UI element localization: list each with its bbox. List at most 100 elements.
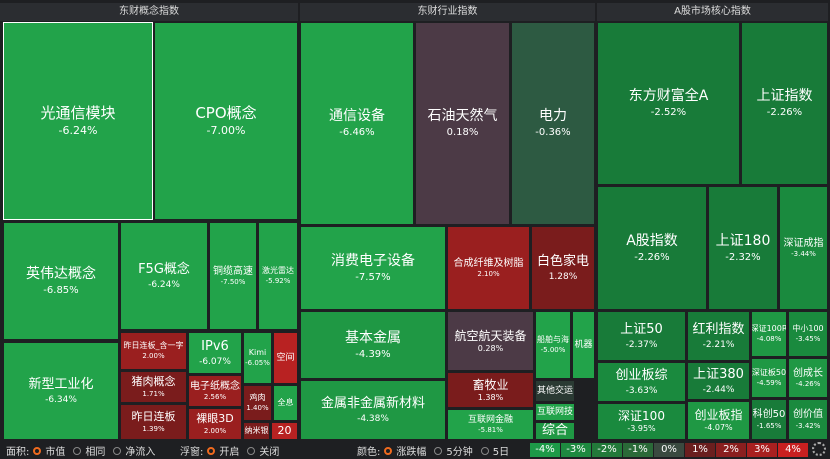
tile[interactable]: 鸡肉 1.40% [243, 385, 272, 421]
tile[interactable]: 深证成指 -3.44% [779, 186, 828, 310]
tile[interactable]: 创业板综 -3.63% [597, 362, 686, 402]
tile[interactable]: 上证50 -2.37% [597, 311, 686, 361]
tile[interactable]: A股指数 -2.26% [597, 186, 707, 310]
tile-change: 1.40% [246, 403, 269, 412]
tile-name: 铜缆高速 [213, 265, 253, 277]
tile[interactable]: 科创50 -1.65% [751, 399, 787, 440]
radio-label[interactable]: 市值 [45, 447, 66, 458]
tile-change: -6.05% [245, 358, 270, 367]
tile[interactable]: IPv6 -6.07% [188, 332, 242, 374]
tile-name: Kimi [248, 347, 267, 357]
radio[interactable] [247, 446, 256, 455]
tile[interactable]: 通信设备 -6.46% [300, 22, 414, 225]
tile[interactable]: 新型工业化 -6.34% [3, 342, 119, 440]
radio-label[interactable]: 5日 [492, 447, 510, 458]
radio[interactable] [434, 446, 443, 455]
tile[interactable]: 电力 -0.36% [511, 22, 595, 225]
tile[interactable]: 深证板50 -4.59% [751, 358, 787, 398]
tile[interactable]: 创价值 -3.42% [788, 399, 828, 440]
tile-name: 其他交运 [536, 385, 573, 396]
tile[interactable]: 昨日连板_含一字 2.00% [120, 332, 187, 370]
tile-name: 昨日连板_含一字 [123, 340, 184, 350]
tile[interactable]: 裸眼3D 2.00% [188, 408, 242, 440]
tile[interactable]: 白色家电 1.28% [531, 226, 595, 310]
tile-name: 中小100 [792, 323, 824, 333]
radio-label[interactable]: 净流入 [125, 447, 156, 458]
tile[interactable]: 创成长 -4.26% [788, 358, 828, 398]
tile[interactable]: 纳米银 [243, 422, 270, 440]
color-scale-step: 2% [716, 443, 746, 457]
radio-label[interactable]: 5分钟 [446, 447, 473, 458]
tile[interactable]: 金属非金属新材料 -4.38% [300, 380, 446, 440]
tile-change: 2.56% [203, 393, 227, 402]
tile[interactable]: 机器 [572, 311, 595, 379]
tile-change: -7.50% [220, 278, 246, 287]
tile[interactable]: 船舶与海 -5.00% [535, 311, 571, 379]
radio-label[interactable]: 关闭 [259, 447, 280, 458]
tile[interactable]: 畜牧业 1.38% [447, 372, 534, 408]
tile[interactable]: 创业板指 -4.07% [687, 401, 750, 440]
radio-label[interactable]: 开启 [219, 447, 240, 458]
tile[interactable]: 猪肉概念 1.71% [120, 371, 187, 403]
tile[interactable]: 石油天然气 0.18% [415, 22, 510, 225]
tile[interactable]: 东方财富全A -2.52% [597, 22, 740, 185]
tile[interactable]: 激光雷达 -5.92% [258, 222, 298, 330]
tile[interactable]: 深证100 -3.95% [597, 403, 686, 440]
color-scale-step: -3% [561, 443, 591, 457]
tile-change: 2.00% [203, 426, 227, 435]
control-group: 面积: 市值 相同 净流入 [6, 443, 159, 458]
tile[interactable]: 航空航天装备 0.28% [447, 311, 534, 371]
tile-name: 科创50 [752, 409, 786, 421]
radio[interactable] [207, 446, 216, 455]
tile[interactable]: 基本金属 -4.39% [300, 311, 446, 379]
tile[interactable]: 铜缆高速 -7.50% [209, 222, 257, 330]
settings-gear[interactable] [812, 442, 826, 456]
tile[interactable]: 电子纸概念 2.56% [188, 375, 242, 407]
radio[interactable] [384, 446, 393, 455]
tile[interactable]: 红利指数 -2.21% [687, 311, 750, 361]
tile-name: IPv6 [201, 339, 229, 355]
tile-name: 电子纸概念 [190, 380, 240, 392]
tile-change: 1.39% [142, 424, 165, 433]
tile-change: -4.26% [795, 380, 821, 389]
tile-name: 激光雷达 [262, 265, 294, 275]
tile[interactable]: 中小100 -3.45% [788, 311, 828, 357]
tile-name: 畜牧业 [472, 377, 509, 392]
tile-name: 白色家电 [536, 254, 589, 270]
tile-change: -3.42% [795, 421, 821, 430]
tile[interactable]: 空间 [273, 332, 298, 384]
tile[interactable]: 其他交运 [535, 380, 575, 402]
tile[interactable]: 20 [271, 422, 298, 440]
tile[interactable]: 综合 [535, 422, 575, 440]
tile[interactable]: 上证180 -2.32% [708, 186, 778, 310]
radio-label[interactable]: 相同 [85, 447, 106, 458]
tile-change: 2.10% [477, 270, 500, 279]
radio[interactable] [33, 446, 42, 455]
tile-name: 光通信模块 [40, 104, 116, 123]
radio-label[interactable]: 涨跌幅 [396, 447, 427, 458]
tile[interactable]: Kimi -6.05% [243, 332, 272, 384]
radio[interactable] [73, 446, 82, 455]
tile[interactable]: 光通信模块 -6.24% [3, 22, 153, 220]
radio[interactable] [480, 446, 489, 455]
tile-name: CPO概念 [195, 104, 257, 123]
tile[interactable]: 合成纤维及树脂 2.10% [447, 226, 530, 310]
radio[interactable] [113, 446, 122, 455]
tile[interactable]: 深证100R -4.08% [751, 311, 787, 357]
color-scale-step: -1% [623, 443, 653, 457]
tile[interactable]: CPO概念 -7.00% [154, 22, 298, 220]
tile[interactable]: 全息 [273, 385, 298, 421]
tile[interactable]: F5G概念 -6.24% [120, 222, 208, 330]
tile-change: -2.32% [725, 251, 761, 263]
tile[interactable]: 互联网金融 -5.81% [447, 409, 534, 440]
tile[interactable]: 互联网技 [535, 403, 575, 421]
tile[interactable]: 上证指数 -2.26% [741, 22, 828, 185]
tile[interactable]: 昨日连板 1.39% [120, 404, 187, 440]
tile[interactable]: 上证380 -2.44% [687, 362, 750, 400]
panel-title: 东财行业指数 [300, 3, 595, 21]
tile[interactable]: 消费电子设备 -7.57% [300, 226, 446, 310]
tile-name: 深证100 [618, 409, 665, 423]
tile[interactable]: 英伟达概念 -6.85% [3, 222, 119, 340]
tile-change: -3.45% [795, 334, 821, 343]
